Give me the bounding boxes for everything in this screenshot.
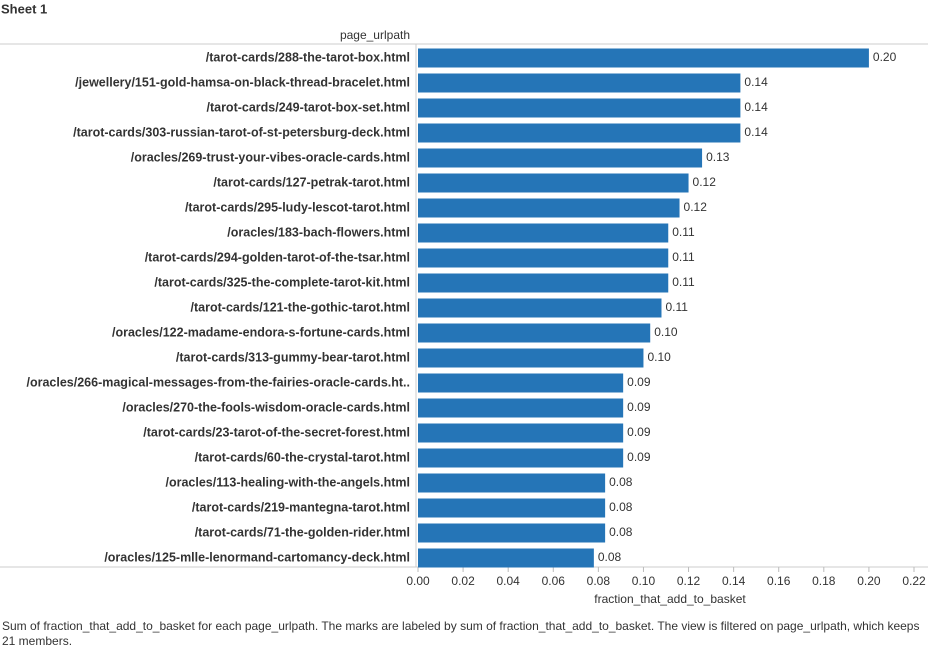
bar [418, 248, 669, 268]
category-axis-title: page_urlpath [340, 28, 410, 42]
value-label: 0.14 [744, 125, 768, 139]
category-label: /tarot-cards/121-the-gothic-tarot.html [191, 300, 410, 314]
bar [418, 273, 669, 293]
x-tick-label: 0.16 [767, 574, 791, 588]
chart: Sheet 1 page_urlpath fraction_that_add_t… [0, 1, 928, 606]
x-tick-label: 0.18 [812, 574, 836, 588]
bar [418, 423, 624, 443]
category-label: /oracles/125-mlle-lenormand-cartomancy-d… [104, 550, 410, 564]
bar [418, 473, 606, 493]
category-label: /tarot-cards/303-russian-tarot-of-st-pet… [73, 125, 410, 139]
value-label: 0.14 [744, 75, 768, 89]
value-label: 0.09 [627, 425, 651, 439]
x-axis-title: fraction_that_add_to_basket [594, 592, 746, 606]
value-label: 0.11 [672, 225, 695, 239]
value-label: 0.12 [684, 200, 708, 214]
category-label: /tarot-cards/325-the-complete-tarot-kit.… [154, 275, 410, 289]
x-tick-label: 0.06 [542, 574, 566, 588]
value-label: 0.08 [609, 475, 633, 489]
bar [418, 148, 703, 168]
category-label: /tarot-cards/23-tarot-of-the-secret-fore… [143, 425, 410, 439]
bar [418, 373, 624, 393]
x-tick-label: 0.20 [857, 574, 881, 588]
caption: Sum of fraction_that_add_to_basket for e… [2, 619, 920, 648]
value-label: 0.10 [647, 350, 671, 364]
bar [418, 548, 594, 568]
category-label: /tarot-cards/249-tarot-box-set.html [206, 100, 410, 114]
x-tick-label: 0.12 [677, 574, 701, 588]
value-label: 0.13 [706, 150, 730, 164]
value-label: 0.09 [627, 375, 651, 389]
category-label: /jewellery/151-gold-hamsa-on-black-threa… [75, 75, 410, 89]
value-label: 0.11 [672, 275, 695, 289]
category-label: /tarot-cards/60-the-crystal-tarot.html [195, 450, 410, 464]
bar [418, 173, 689, 193]
bar [418, 323, 651, 343]
bar [418, 498, 606, 518]
bar [418, 298, 662, 318]
bar [418, 123, 741, 143]
value-label: 0.12 [693, 175, 717, 189]
bar [418, 198, 680, 218]
category-label: /oracles/269-trust-your-vibes-oracle-car… [131, 150, 410, 164]
bar [418, 223, 669, 243]
x-tick-label: 0.14 [722, 574, 746, 588]
bar [418, 523, 606, 543]
value-label: 0.08 [598, 550, 622, 564]
sheet-title: Sheet 1 [1, 1, 47, 16]
bar [418, 98, 741, 118]
category-label: /tarot-cards/294-golden-tarot-of-the-tsa… [145, 250, 410, 264]
bar [418, 48, 869, 68]
x-tick-label: 0.10 [632, 574, 656, 588]
value-label: 0.08 [609, 525, 633, 539]
bar [418, 348, 644, 368]
value-label: 0.20 [873, 50, 897, 64]
x-tick-label: 0.22 [902, 574, 926, 588]
value-label: 0.09 [627, 450, 651, 464]
value-label: 0.08 [609, 500, 633, 514]
category-label: /tarot-cards/71-the-golden-rider.html [195, 525, 410, 539]
value-label: 0.14 [744, 100, 768, 114]
value-label: 0.09 [627, 400, 651, 414]
category-label: /tarot-cards/288-the-tarot-box.html [206, 50, 410, 64]
category-label: /tarot-cards/313-gummy-bear-tarot.html [176, 350, 410, 364]
bar [418, 448, 624, 468]
x-tick-label: 0.08 [587, 574, 611, 588]
category-label: /oracles/113-healing-with-the-angels.htm… [165, 475, 410, 489]
bar [418, 73, 741, 93]
x-tick-label: 0.00 [406, 574, 430, 588]
category-label: /tarot-cards/295-ludy-lescot-tarot.html [185, 200, 410, 214]
category-label: /oracles/122-madame-endora-s-fortune-car… [112, 325, 410, 339]
category-label: /oracles/266-magical-messages-from-the-f… [27, 375, 411, 389]
bar [418, 398, 624, 418]
value-label: 0.11 [665, 300, 688, 314]
category-label: /oracles/270-the-fools-wisdom-oracle-car… [122, 400, 410, 414]
x-tick-label: 0.02 [451, 574, 475, 588]
category-label: /tarot-cards/127-petrak-tarot.html [213, 175, 410, 189]
category-label: /oracles/183-bach-flowers.html [227, 225, 410, 239]
value-label: 0.10 [654, 325, 678, 339]
value-label: 0.11 [672, 250, 695, 264]
x-tick-label: 0.04 [497, 574, 521, 588]
category-label: /tarot-cards/219-mantegna-tarot.html [192, 500, 410, 514]
